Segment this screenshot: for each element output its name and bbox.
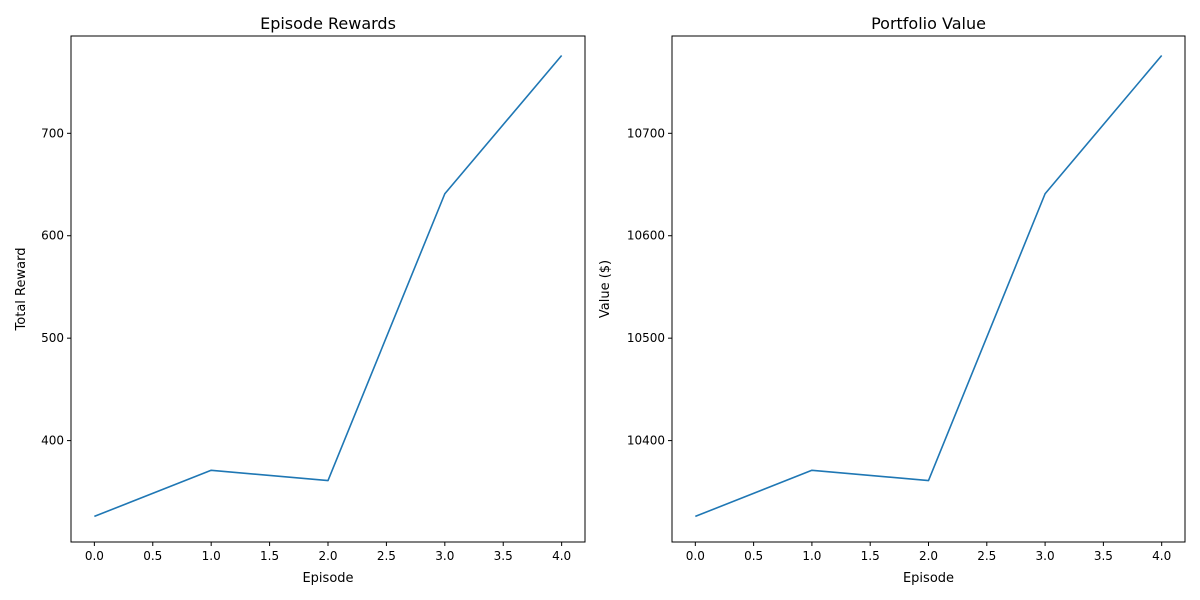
x-tick-label: 1.5 (260, 549, 279, 563)
x-tick-label: 0.5 (143, 549, 162, 563)
y-tick-label: 10600 (627, 229, 665, 243)
y-tick-label: 400 (41, 434, 64, 448)
x-tick-label: 2.0 (318, 549, 337, 563)
chart-episode-rewards: 0.0 0.5 1.0 1.5 2.0 2.5 3.0 3.5 4.0 400 500 600 700 E… (14, 14, 586, 586)
x-axis-label: Episode (302, 571, 353, 586)
y-tick-label: 700 (41, 126, 64, 140)
x-tick-label: 2.5 (977, 549, 996, 563)
x-tick-label: 0.0 (686, 549, 705, 563)
x-tick-label: 1.5 (861, 549, 880, 563)
x-tick-label: 1.0 (202, 549, 221, 563)
y-axis-label: Value ($) (598, 260, 613, 318)
x-tick-label: 0.0 (85, 549, 104, 563)
x-tick-label: 4.0 (552, 549, 571, 563)
y-tick-label: 10400 (627, 434, 665, 448)
chart-title: Episode Rewards (260, 14, 396, 33)
y-tick-label: 10500 (627, 331, 665, 345)
chart-portfolio-value: 0.0 0.5 1.0 1.5 2.0 2.5 3.0 3.5 4.0 10400 10500 106… (598, 14, 1186, 586)
y-axis-label: Total Reward (14, 248, 29, 332)
x-tick-label: 2.0 (919, 549, 938, 563)
series-line-0 (94, 54, 563, 518)
x-tick-label: 3.5 (1094, 549, 1113, 563)
x-tick-label: 4.0 (1152, 549, 1171, 563)
plot-frame (671, 35, 1186, 543)
y-tick-label: 500 (41, 331, 64, 345)
x-tick-label: 3.5 (494, 549, 513, 563)
x-tick-label: 0.5 (744, 549, 763, 563)
series-line-0 (695, 54, 1163, 518)
x-tick-label: 1.0 (802, 549, 821, 563)
x-tick-label: 3.0 (1036, 549, 1055, 563)
x-tick-label: 2.5 (377, 549, 396, 563)
x-tick-label: 3.0 (435, 549, 454, 563)
chart-title: Portfolio Value (871, 14, 986, 33)
x-axis-label: Episode (903, 571, 954, 586)
plot-frame (70, 35, 586, 543)
y-tick-label: 600 (41, 229, 64, 243)
y-tick-label: 10700 (627, 126, 665, 140)
